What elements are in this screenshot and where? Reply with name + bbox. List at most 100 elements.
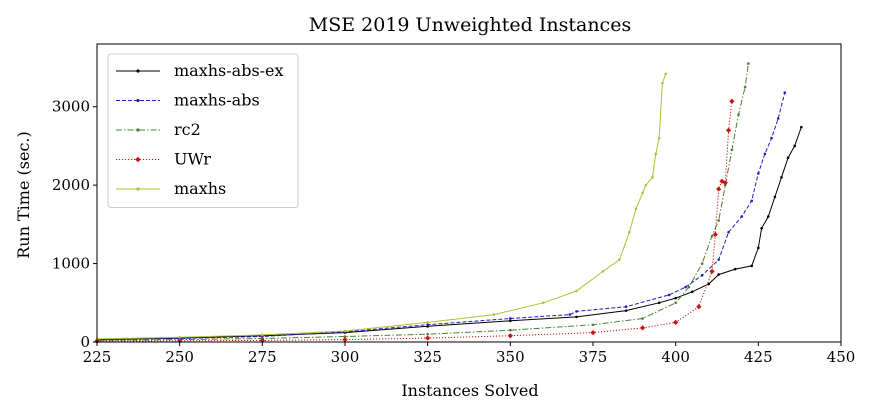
data-point-maxhs-abs-ex xyxy=(757,246,760,250)
x-tick-label: 400 xyxy=(661,348,690,366)
x-tick-label: 350 xyxy=(496,348,525,366)
data-point-maxhs-abs-ex xyxy=(707,282,711,286)
x-axis: 225 250 275 300 325 350 375 400 425 450 xyxy=(83,342,856,366)
data-point-maxhs xyxy=(634,207,638,210)
legend-marker xyxy=(136,98,140,103)
x-tick-label: 450 xyxy=(827,348,856,366)
data-point-maxhs-abs xyxy=(717,258,720,261)
data-point-maxhs xyxy=(343,329,347,333)
data-point-rc2 xyxy=(509,328,512,332)
series-maxhs xyxy=(95,72,668,341)
data-point-rc2 xyxy=(591,323,595,327)
data-point-maxhs-abs-ex xyxy=(509,319,512,323)
data-point-rc2 xyxy=(426,332,429,336)
data-point-maxhs xyxy=(651,176,654,179)
x-tick-label: 275 xyxy=(248,348,277,366)
data-point-UWr xyxy=(729,98,735,104)
y-tick-label: 1000 xyxy=(52,255,90,273)
x-tick-label: 250 xyxy=(165,348,194,366)
data-point-rc2 xyxy=(641,317,644,320)
data-point-rc2 xyxy=(743,85,747,89)
x-tick-label: 375 xyxy=(579,348,608,366)
data-point-maxhs xyxy=(657,136,661,140)
data-point-UWr xyxy=(425,335,431,341)
data-point-maxhs-abs-ex xyxy=(575,315,578,319)
data-point-rc2 xyxy=(747,62,750,65)
y-tick-label: 0 xyxy=(80,333,90,351)
data-point-maxhs-abs-ex xyxy=(766,215,770,218)
data-point-UWr xyxy=(709,268,715,275)
data-point-UWr xyxy=(673,319,679,325)
legend-item: rc2 xyxy=(116,120,201,139)
data-point-maxhs-abs-ex xyxy=(773,195,777,199)
data-point-maxhs-abs xyxy=(727,230,730,234)
legend-marker xyxy=(136,69,140,73)
legend-label: maxhs-abs-ex xyxy=(174,61,284,80)
x-tick-label: 225 xyxy=(83,348,112,366)
data-point-maxhs-abs xyxy=(740,215,744,218)
data-point-maxhs-abs-ex xyxy=(793,144,797,148)
data-point-UWr xyxy=(716,186,722,192)
data-point-maxhs-abs xyxy=(783,91,787,94)
data-point-maxhs xyxy=(575,289,578,293)
data-point-maxhs-abs-ex xyxy=(800,125,803,129)
data-point-maxhs-abs xyxy=(575,310,578,313)
legend-marker xyxy=(136,128,140,132)
data-point-UWr xyxy=(590,329,596,336)
legend: maxhs-abs-ex maxhs-abs rc2 UWr maxhs xyxy=(107,53,299,208)
legend-marker xyxy=(135,156,141,163)
y-axis: 0 1000 2000 3000 xyxy=(52,98,97,351)
data-point-maxhs xyxy=(426,321,429,324)
data-point-maxhs xyxy=(618,258,621,261)
legend-marker xyxy=(136,187,140,191)
legend-item: maxhs xyxy=(116,179,226,198)
data-point-rc2 xyxy=(674,301,677,305)
legend-label: maxhs-abs xyxy=(174,91,260,110)
data-point-UWr xyxy=(640,325,646,331)
legend-box xyxy=(107,53,299,208)
data-point-maxhs xyxy=(641,191,644,195)
data-point-maxhs xyxy=(628,230,631,234)
x-tick-label: 300 xyxy=(331,348,360,366)
data-point-maxhs-abs-ex xyxy=(786,156,790,160)
series-line-rc2 xyxy=(96,63,749,341)
data-point-maxhs-abs xyxy=(426,323,429,327)
data-point-maxhs xyxy=(644,183,648,187)
data-point-maxhs-abs xyxy=(509,317,512,320)
data-point-maxhs-abs xyxy=(700,274,704,277)
data-point-maxhs-abs-ex xyxy=(733,267,737,271)
data-point-maxhs-abs xyxy=(763,152,767,156)
data-point-UWr xyxy=(725,127,732,133)
data-point-rc2 xyxy=(700,262,704,265)
data-point-UWr xyxy=(507,333,513,339)
data-point-maxhs xyxy=(654,152,658,156)
data-point-rc2 xyxy=(687,285,691,289)
data-point-rc2 xyxy=(730,148,734,152)
x-axis-label: Instances Solved xyxy=(401,381,538,400)
data-point-maxhs-abs-ex xyxy=(780,176,783,179)
series-line-maxhs-abs xyxy=(96,92,786,341)
x-tick-label: 325 xyxy=(413,348,442,366)
data-point-maxhs xyxy=(492,313,496,316)
legend-label: UWr xyxy=(174,150,211,169)
data-point-maxhs-abs-ex xyxy=(750,264,754,268)
data-point-UWr xyxy=(712,231,718,238)
data-point-maxhs-abs xyxy=(770,136,773,140)
legend-item: maxhs-abs xyxy=(116,91,260,110)
data-point-maxhs-abs xyxy=(568,313,572,316)
series-UWr xyxy=(94,98,735,344)
data-point-maxhs-abs xyxy=(776,117,780,120)
y-tick-label: 2000 xyxy=(52,176,90,194)
plot-frame xyxy=(96,43,842,343)
data-point-maxhs-abs xyxy=(684,285,687,289)
data-point-maxhs-abs xyxy=(624,305,628,309)
data-point-maxhs-abs-ex xyxy=(760,226,763,230)
data-point-UWr xyxy=(177,338,183,344)
plot-area xyxy=(94,43,842,344)
data-point-rc2 xyxy=(710,234,714,238)
chart-title: MSE 2019 Unweighted Instances xyxy=(309,14,631,36)
data-point-maxhs-abs-ex xyxy=(674,296,677,300)
data-point-maxhs-abs-ex xyxy=(717,273,720,276)
legend-label: rc2 xyxy=(174,120,201,139)
data-point-maxhs-abs xyxy=(750,199,754,203)
